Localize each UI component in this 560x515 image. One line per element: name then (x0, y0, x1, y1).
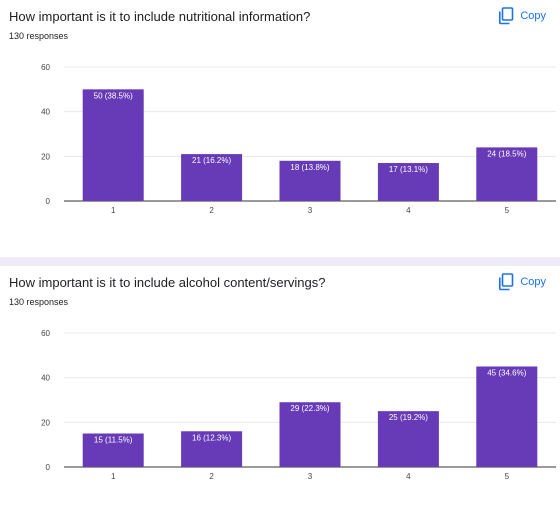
x-tick-label: 4 (406, 206, 411, 215)
copy-chart-button[interactable]: Copy (498, 5, 546, 27)
y-tick-label: 40 (41, 108, 50, 117)
data-label: 29 (22.3%) (290, 404, 329, 413)
y-tick-label: 40 (41, 374, 50, 383)
copy-chart-button[interactable]: Copy (498, 271, 546, 293)
x-tick-label: 1 (111, 472, 116, 481)
response-count: 130 responses (9, 297, 69, 307)
copy-label: Copy (520, 276, 546, 288)
bar[interactable] (82, 433, 144, 468)
bar[interactable] (279, 160, 341, 201)
data-label: 18 (13.8%) (290, 163, 329, 172)
data-label: 50 (38.5%) (94, 91, 133, 100)
y-tick-label: 60 (41, 63, 50, 72)
data-label: 15 (11.5%) (94, 436, 133, 445)
copy-icon (499, 7, 514, 25)
x-tick-label: 4 (406, 472, 411, 481)
data-label: 16 (12.3%) (192, 433, 231, 442)
bar[interactable] (377, 411, 439, 467)
bar[interactable] (476, 147, 538, 201)
question-title: How important is it to include alcohol c… (9, 275, 326, 290)
data-label: 45 (34.6%) (487, 369, 526, 378)
bar[interactable] (476, 366, 538, 468)
x-tick-label: 2 (209, 472, 214, 481)
y-tick-label: 20 (41, 418, 50, 427)
response-count: 130 responses (9, 31, 69, 41)
y-tick-label: 60 (41, 329, 50, 338)
data-label: 21 (16.2%) (192, 156, 231, 165)
data-label: 24 (18.5%) (487, 149, 526, 158)
bar[interactable] (279, 402, 341, 467)
copy-icon (499, 273, 514, 291)
question-title: How important is it to include nutrition… (9, 9, 311, 24)
copy-label: Copy (520, 10, 546, 22)
x-tick-label: 1 (111, 206, 116, 215)
bar-chart: 0 20 40 60 15 (11.5%) 1 16 (12.3%) 2 29 (22.3%) 3… (41, 329, 556, 481)
x-tick-label: 5 (505, 472, 510, 481)
bar[interactable] (181, 431, 243, 467)
x-tick-label: 2 (209, 206, 214, 215)
y-tick-label: 0 (46, 197, 51, 206)
x-tick-label: 3 (308, 206, 313, 215)
x-tick-label: 3 (308, 472, 313, 481)
bar[interactable] (181, 154, 243, 201)
data-label: 17 (13.1%) (389, 165, 428, 174)
data-label: 25 (19.2%) (389, 413, 428, 422)
x-tick-label: 5 (505, 206, 510, 215)
bar[interactable] (377, 163, 439, 201)
bar[interactable] (82, 89, 144, 201)
question-card: How important is it to include alcohol c… (0, 266, 560, 515)
y-tick-label: 0 (46, 463, 51, 472)
bar-chart: 0 20 40 60 50 (38.5%) 1 21 (16.2%) 2 18 (13.8%) 3… (41, 63, 556, 215)
y-tick-label: 20 (41, 152, 50, 161)
question-card: How important is it to include nutrition… (0, 0, 560, 257)
